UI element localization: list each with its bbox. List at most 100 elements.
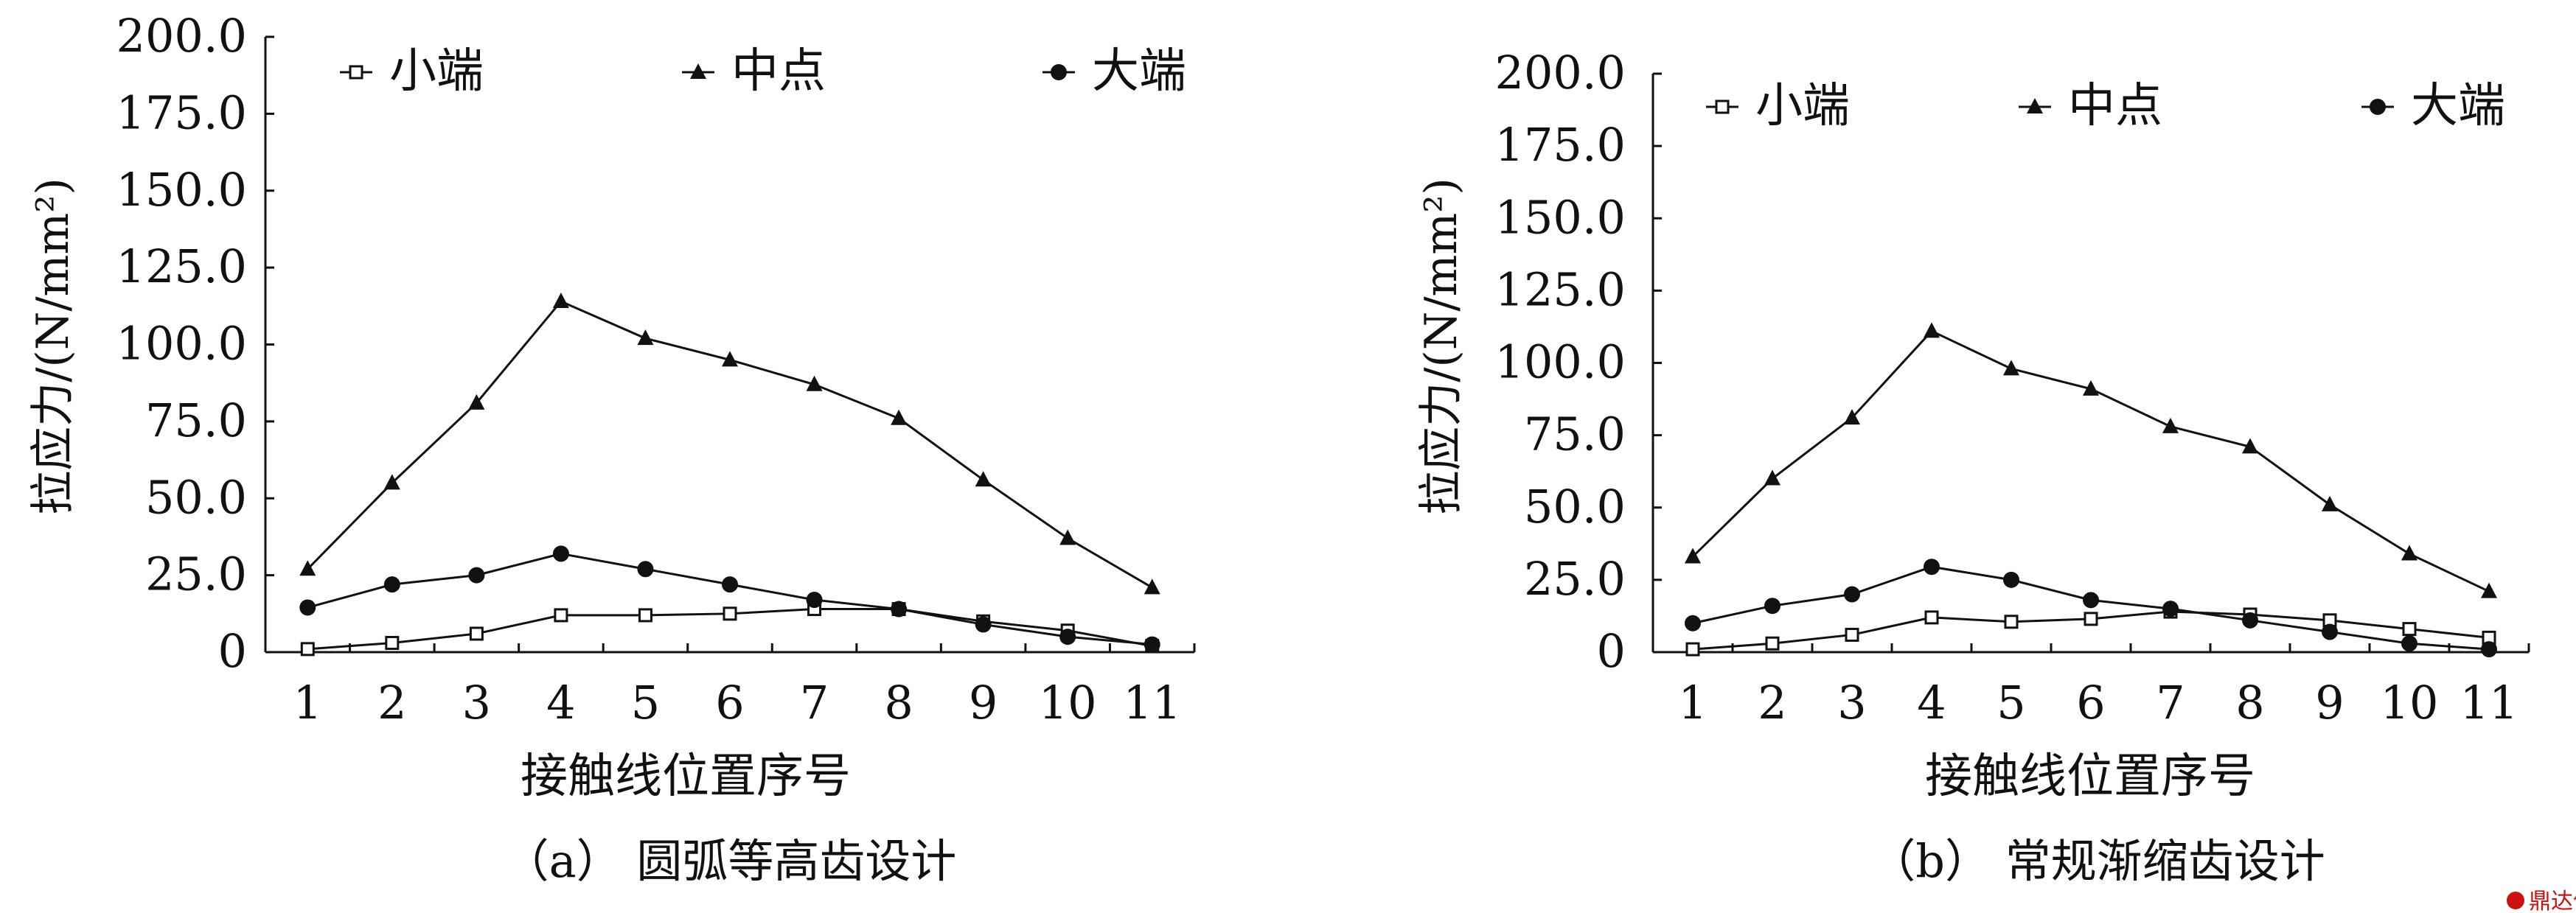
x-tick-label: 3: [1837, 676, 1866, 730]
legend-marker: [1051, 64, 1067, 80]
data-point: [2322, 495, 2338, 511]
series-line: [307, 552, 1152, 646]
x-tick-label: 2: [377, 676, 406, 730]
data-point: [891, 601, 908, 618]
data-point: [1844, 409, 1860, 425]
data-point: [637, 561, 654, 578]
x-tick-label: 9: [2315, 676, 2344, 730]
data-point: [2162, 417, 2179, 433]
data-point: [2003, 571, 2019, 588]
data-point: [975, 616, 992, 633]
data-point: [722, 576, 738, 593]
y-tick-label: 200.0: [1495, 46, 1626, 99]
data-point: [554, 608, 568, 623]
data-point: [468, 393, 485, 410]
data-point: [1685, 642, 1700, 657]
data-point: [2084, 612, 2098, 626]
data-point: [2162, 601, 2179, 618]
watermark-text: 鼎达信: [2529, 889, 2576, 913]
data-point: [2003, 360, 2019, 376]
chart-caption: （b） 常规渐缩齿设计: [1870, 834, 2325, 888]
y-tick-label: 100.0: [1495, 335, 1626, 389]
x-tick-label: 5: [1997, 676, 2025, 730]
legend-marker: [349, 65, 363, 80]
x-tick-label: 6: [2076, 676, 2105, 730]
legend-label: 中点: [731, 44, 826, 99]
data-point: [637, 329, 654, 346]
x-tick-label: 1: [293, 676, 322, 730]
chart-caption: （a） 圆弧等高齿设计: [504, 834, 957, 888]
data-point: [1845, 627, 1859, 642]
x-tick-label: 11: [2460, 676, 2518, 730]
data-point: [975, 471, 992, 487]
data-point: [2083, 592, 2099, 609]
x-tick-label: 1: [1678, 676, 1707, 730]
data-point: [2322, 623, 2338, 640]
data-point: [552, 293, 569, 309]
data-point: [299, 599, 316, 616]
chart-panel-b: 0 25.0 50.0 75.0 100.0 125.0 150.0 175.0 200.0 1 2…: [1416, 46, 2530, 888]
x-tick-label: 10: [2381, 676, 2439, 730]
y-tick-label: 125.0: [116, 239, 248, 293]
x-tick-label: 9: [969, 676, 998, 730]
y-tick-label: 50.0: [145, 470, 247, 524]
legend-marker: [1715, 99, 1730, 114]
series-line: [307, 300, 1153, 589]
data-point: [1924, 610, 1939, 625]
y-tick-label: 75.0: [1524, 407, 1626, 461]
data-point: [2481, 641, 2497, 658]
data-point: [722, 351, 738, 367]
data-point: [2242, 612, 2258, 629]
y-tick-label: 125.0: [1495, 262, 1626, 316]
x-tick-label: 3: [462, 676, 491, 730]
x-tick-label: 10: [1039, 676, 1097, 730]
y-tick-label: 0: [1597, 624, 1626, 678]
y-axis-title: 拉应力/(N/mm²): [27, 178, 79, 515]
x-tick-label: 5: [631, 676, 660, 730]
series-line: [1691, 329, 2490, 592]
y-tick-label: 175.0: [1495, 118, 1626, 172]
y-tick-label: 175.0: [116, 85, 248, 139]
data-point: [300, 642, 315, 657]
x-tick-label: 7: [800, 676, 829, 730]
data-point: [1924, 559, 1940, 576]
legend-label: 小端: [1755, 79, 1850, 133]
x-tick-label: 11: [1123, 676, 1181, 730]
y-tick-label: 25.0: [1524, 552, 1626, 606]
y-tick-label: 25.0: [145, 548, 247, 601]
data-point: [383, 474, 400, 490]
data-point: [2083, 379, 2099, 396]
y-tick-label: 0: [218, 624, 247, 678]
data-point: [1143, 578, 1160, 595]
y-tick-label: 150.0: [1495, 190, 1626, 244]
data-point: [552, 545, 569, 562]
data-point: [385, 635, 400, 650]
data-point: [1764, 469, 1780, 486]
data-point: [469, 626, 484, 641]
data-point: [638, 608, 652, 623]
y-tick-label: 50.0: [1524, 480, 1626, 534]
x-tick-label: 8: [884, 676, 913, 730]
y-tick-label: 75.0: [145, 393, 247, 447]
legend-marker: [690, 63, 706, 79]
legend-label: 小端: [389, 44, 484, 99]
data-point: [891, 409, 908, 425]
x-axis-title: 接触线位置序号: [1925, 749, 2255, 804]
y-tick-label: 200.0: [116, 9, 248, 63]
y-tick-label: 150.0: [116, 163, 248, 217]
data-point: [1844, 586, 1860, 603]
chart-panel-a: 0 25.0 50.0 75.0 100.0 125.0 150.0 175.0 200.0 1 2…: [27, 9, 1196, 888]
data-point: [383, 576, 400, 593]
watermark: 鼎达信: [2507, 889, 2576, 913]
y-axis-title: 拉应力/(N/mm²): [1416, 178, 1467, 515]
data-point: [1059, 529, 1076, 545]
data-point: [1059, 629, 1076, 646]
data-point: [2401, 635, 2417, 652]
data-point: [2004, 615, 2019, 629]
data-point: [1764, 598, 1780, 615]
legend-marker: [2027, 98, 2043, 113]
legend-label: 大端: [2411, 79, 2505, 133]
data-point: [1685, 615, 1701, 632]
legend-label: 大端: [1092, 44, 1186, 99]
data-point: [1685, 548, 1701, 564]
